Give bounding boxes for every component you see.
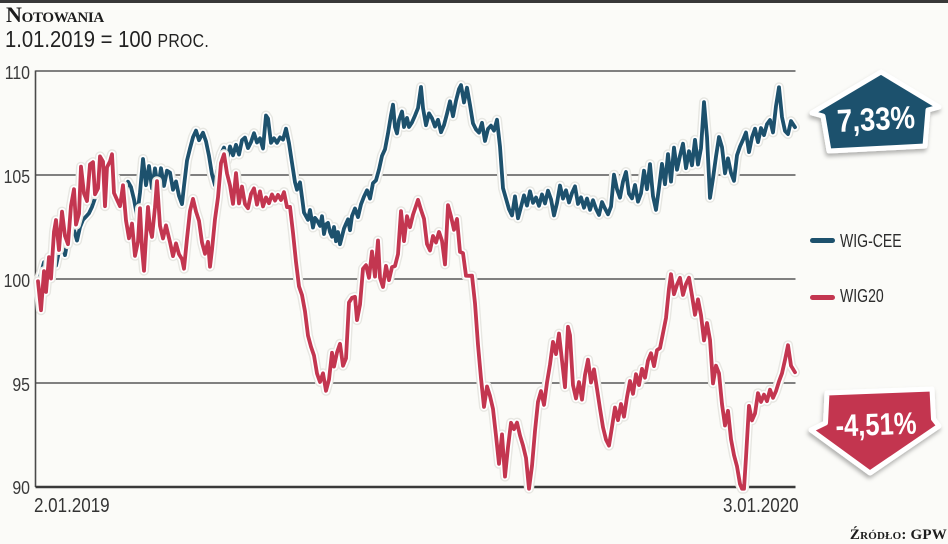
svg-text:-4,51%: -4,51% [835, 406, 917, 444]
svg-text:7,33%: 7,33% [836, 99, 916, 139]
